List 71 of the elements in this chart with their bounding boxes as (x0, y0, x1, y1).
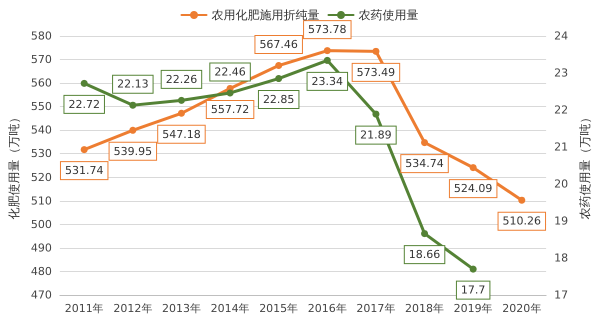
y2-tick-label: 21 (554, 140, 568, 154)
point (129, 102, 136, 109)
point (470, 266, 477, 273)
point (372, 48, 380, 55)
data-label: 567.46 (259, 38, 298, 52)
x-tick-label: 2018年 (405, 302, 444, 315)
y-tick-label: 540 (30, 124, 52, 137)
point (324, 47, 331, 54)
data-label: 17.7 (460, 284, 486, 297)
y2-tick-label: 17 (554, 288, 568, 302)
point (421, 230, 428, 238)
legend-label: 农药使用量 (358, 8, 418, 22)
data-label: 22.72 (68, 98, 100, 111)
point (129, 126, 136, 134)
x-tick-label: 2019年 (454, 302, 493, 315)
point (470, 164, 477, 172)
data-label: 573.78 (308, 23, 347, 36)
point (80, 80, 88, 87)
y-tick-label: 480 (30, 264, 52, 278)
x-tick-label: 2016年 (308, 302, 347, 315)
y-tick-label: 570 (30, 53, 52, 66)
point (178, 96, 185, 104)
point (372, 110, 380, 118)
y-tick-label: 520 (30, 170, 52, 184)
point (518, 196, 526, 204)
point (80, 146, 88, 154)
data-label: 510.26 (502, 214, 542, 228)
legend-label: 农用化肥施用折纯量 (212, 8, 320, 22)
x-tick-label: 2011年 (64, 302, 104, 315)
y2-tick-label: 24 (554, 30, 568, 42)
x-tick-label: 2012年 (113, 302, 152, 315)
data-label: 573.49 (356, 66, 396, 79)
y2-tick-label: 22 (554, 104, 568, 116)
data-label: 534.74 (405, 157, 444, 170)
data-label: 531.74 (64, 164, 104, 178)
y-tick-label: 560 (30, 76, 52, 90)
data-label: 557.72 (210, 102, 250, 116)
point (421, 139, 428, 146)
x-tick-label: 2017年 (356, 302, 396, 315)
data-label: 22.13 (117, 78, 149, 91)
data-label: 539.95 (114, 144, 152, 158)
y-tick-label: 490 (30, 241, 52, 254)
y2-tick-label: 23 (554, 66, 568, 80)
y-axis-title: 化肥使用量（万吨） (7, 112, 21, 220)
y2-tick-label: 19 (554, 214, 568, 228)
point (178, 110, 185, 117)
x-tick-label: 2015年 (259, 302, 298, 315)
data-label: 524.09 (454, 182, 492, 196)
point (275, 75, 282, 82)
data-label: 22.85 (262, 93, 294, 106)
data-label: 18.66 (408, 248, 440, 262)
y2-axis-title: 农药使用量（万吨） (578, 112, 592, 220)
data-label: 21.89 (360, 128, 392, 142)
data-label: 23.34 (312, 74, 344, 88)
x-tick-label: 2014年 (210, 302, 250, 315)
x-tick-label: 2020年 (502, 302, 542, 315)
y-tick-label: 510 (30, 194, 52, 208)
y-tick-label: 500 (30, 218, 52, 231)
data-label: 22.46 (214, 65, 246, 78)
y2-tick-label: 20 (554, 178, 568, 190)
point (226, 89, 234, 96)
y2-tick-label: 18 (554, 252, 568, 264)
point (275, 62, 282, 70)
x-tick-label: 2013年 (162, 302, 201, 315)
data-label: 22.26 (166, 72, 198, 86)
y-tick-label: 470 (30, 288, 52, 302)
y-tick-label: 550 (30, 100, 52, 114)
y-tick-label: 530 (30, 147, 52, 160)
point (324, 56, 331, 64)
data-label: 547.18 (162, 128, 201, 141)
y-tick-label: 580 (30, 30, 52, 42)
